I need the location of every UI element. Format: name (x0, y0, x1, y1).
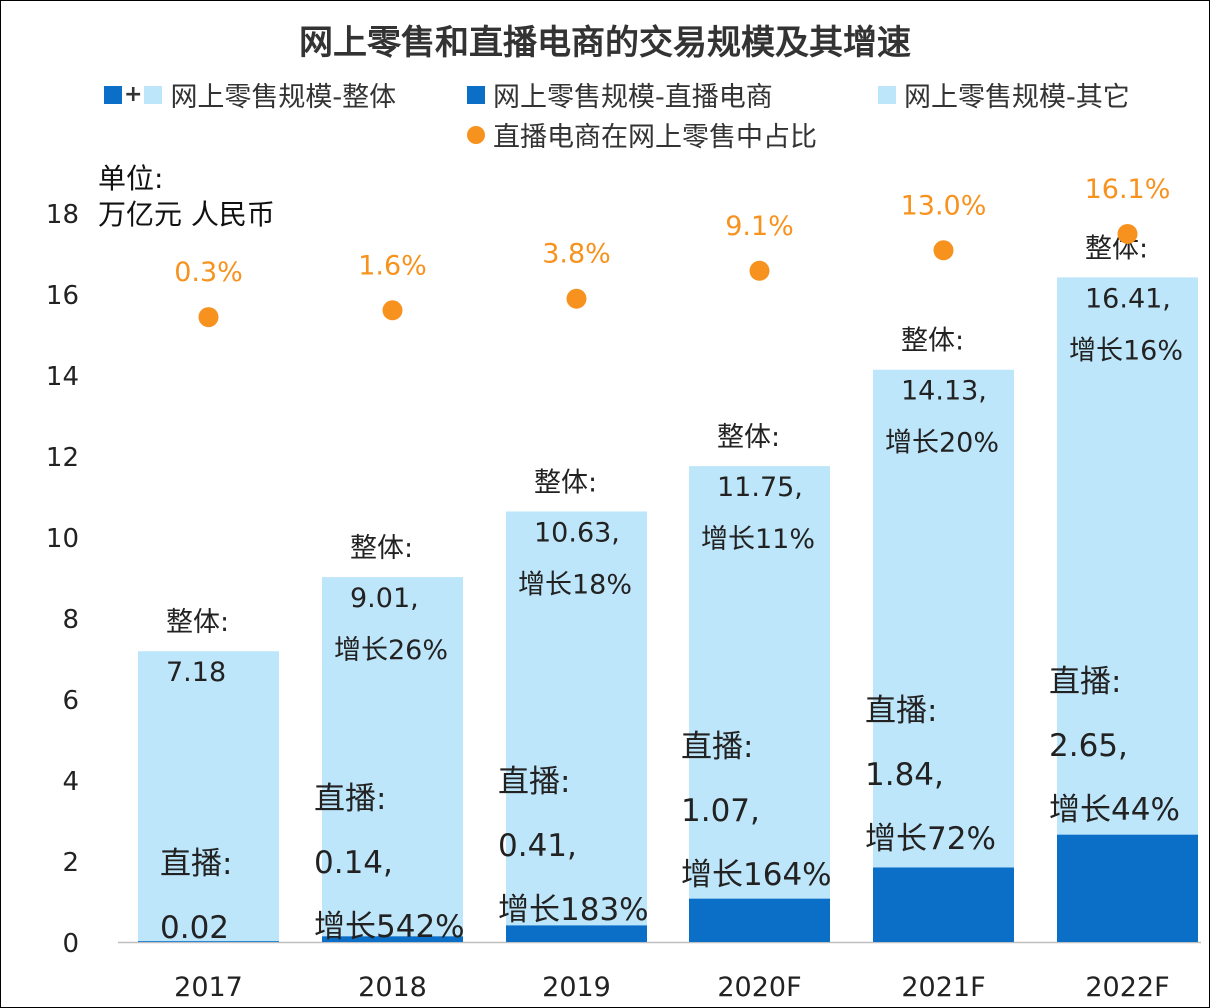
total-prefix-label: 整体: (534, 467, 597, 498)
legend-swatch-live (467, 85, 485, 104)
legend-label-other: 网上零售规模-其它 (904, 82, 1130, 113)
bar-other (1057, 277, 1198, 942)
legend-label-share: 直播电商在网上零售中占比 (493, 122, 817, 153)
share-data-label: 16.1% (1085, 174, 1171, 205)
live-value-label: 1.84, (865, 757, 944, 793)
live-growth-label: 增长72% (865, 821, 996, 857)
live-value-label: 0.41, (498, 828, 577, 864)
total-growth-label: 增长20% (885, 428, 999, 459)
legend-item-share: 直播电商在网上零售中占比 (467, 115, 817, 154)
bar-other (689, 466, 830, 942)
bar-live (1057, 834, 1198, 942)
chart-title: 网上零售和直播电商的交易规模及其增速 (299, 23, 911, 63)
total-value-label: 10.63, (534, 517, 620, 548)
y-tick-label: 0 (62, 929, 79, 959)
unit-label: 单位: 万亿元 人民币 (98, 161, 275, 233)
unit-label-line1: 单位: (98, 162, 164, 195)
live-prefix-label: 直播: (865, 693, 937, 729)
y-tick-label: 12 (46, 443, 79, 473)
live-prefix-label: 直播: (314, 781, 386, 817)
live-prefix-label: 直播: (160, 846, 232, 882)
y-tick-label: 2 (62, 848, 79, 878)
live-prefix-label: 直播: (498, 764, 570, 800)
total-growth-label: 增长26% (334, 635, 448, 666)
legend-item-live: 网上零售规模-直播电商 (467, 75, 773, 114)
y-tick-label: 16 (46, 281, 79, 311)
legend-label-live: 网上零售规模-直播电商 (493, 82, 773, 113)
total-prefix-label: 整体: (350, 533, 413, 564)
share-data-label: 1.6% (358, 250, 427, 281)
share-data-label: 13.0% (901, 190, 987, 221)
total-prefix-label: 整体: (166, 607, 229, 638)
total-value-label: 16.41, (1085, 283, 1171, 314)
y-tick-label: 4 (62, 767, 79, 797)
x-tick-label: 2019 (542, 972, 611, 1003)
bar-live (506, 925, 647, 942)
y-tick-label: 18 (46, 200, 79, 230)
share-data-label: 0.3% (174, 257, 243, 288)
total-growth-label: 增长11% (701, 524, 815, 555)
bar-live (138, 941, 279, 942)
share-point (933, 240, 954, 261)
total-prefix-label: 整体: (1085, 233, 1148, 264)
live-value-label: 0.14, (314, 845, 393, 881)
share-data-label: 3.8% (542, 239, 611, 270)
live-growth-label: 增长542% (314, 909, 465, 945)
share-point (1117, 223, 1138, 244)
total-prefix-label: 整体: (901, 326, 964, 357)
bar-live (689, 898, 830, 942)
live-value-label: 1.07, (681, 793, 760, 829)
y-tick-label: 8 (62, 605, 79, 635)
bar-live (873, 867, 1014, 942)
legend-item-total: + 网上零售规模-整体 (104, 75, 396, 114)
total-prefix-label: 整体: (717, 422, 780, 453)
share-point (566, 288, 587, 309)
x-tick-label: 2018 (358, 972, 427, 1003)
bar-live (322, 936, 463, 942)
y-tick-label: 14 (46, 362, 79, 392)
x-tick-label: 2022F (1085, 972, 1169, 1003)
live-growth-label: 增长164% (681, 857, 832, 893)
unit-label-line2: 万亿元 人民币 (98, 198, 275, 231)
bar-other (873, 369, 1014, 942)
legend-item-other: 网上零售规模-其它 (878, 75, 1130, 114)
live-growth-label: 增长44% (1049, 792, 1180, 828)
share-point (749, 260, 770, 281)
share-point (382, 300, 403, 321)
live-value-label: 0.02 (160, 910, 229, 946)
x-tick-label: 2021F (901, 972, 985, 1003)
legend-swatch-total: + (104, 82, 163, 107)
y-tick-label: 10 (46, 524, 79, 554)
bar-other (322, 577, 463, 942)
total-value-label: 14.13, (901, 376, 987, 407)
total-value-label: 7.18 (166, 657, 226, 688)
total-growth-label: 增长16% (1069, 335, 1183, 366)
share-point (198, 307, 219, 328)
bar-other (138, 651, 279, 942)
total-value-label: 11.75, (717, 472, 803, 503)
live-value-label: 2.65, (1049, 728, 1128, 764)
live-prefix-label: 直播: (1049, 664, 1121, 700)
x-tick-label: 2017 (174, 972, 243, 1003)
share-data-label: 9.1% (725, 211, 794, 242)
total-growth-label: 增长18% (518, 569, 632, 600)
live-growth-label: 增长183% (498, 892, 649, 928)
y-tick-label: 6 (62, 686, 79, 716)
legend-swatch-share (467, 125, 485, 144)
x-tick-label: 2020F (717, 972, 801, 1003)
legend-label-total: 网上零售规模-整体 (170, 82, 397, 113)
live-prefix-label: 直播: (681, 729, 753, 765)
bar-other (506, 511, 647, 942)
legend-swatch-other (878, 85, 896, 104)
total-value-label: 9.01, (350, 583, 419, 614)
